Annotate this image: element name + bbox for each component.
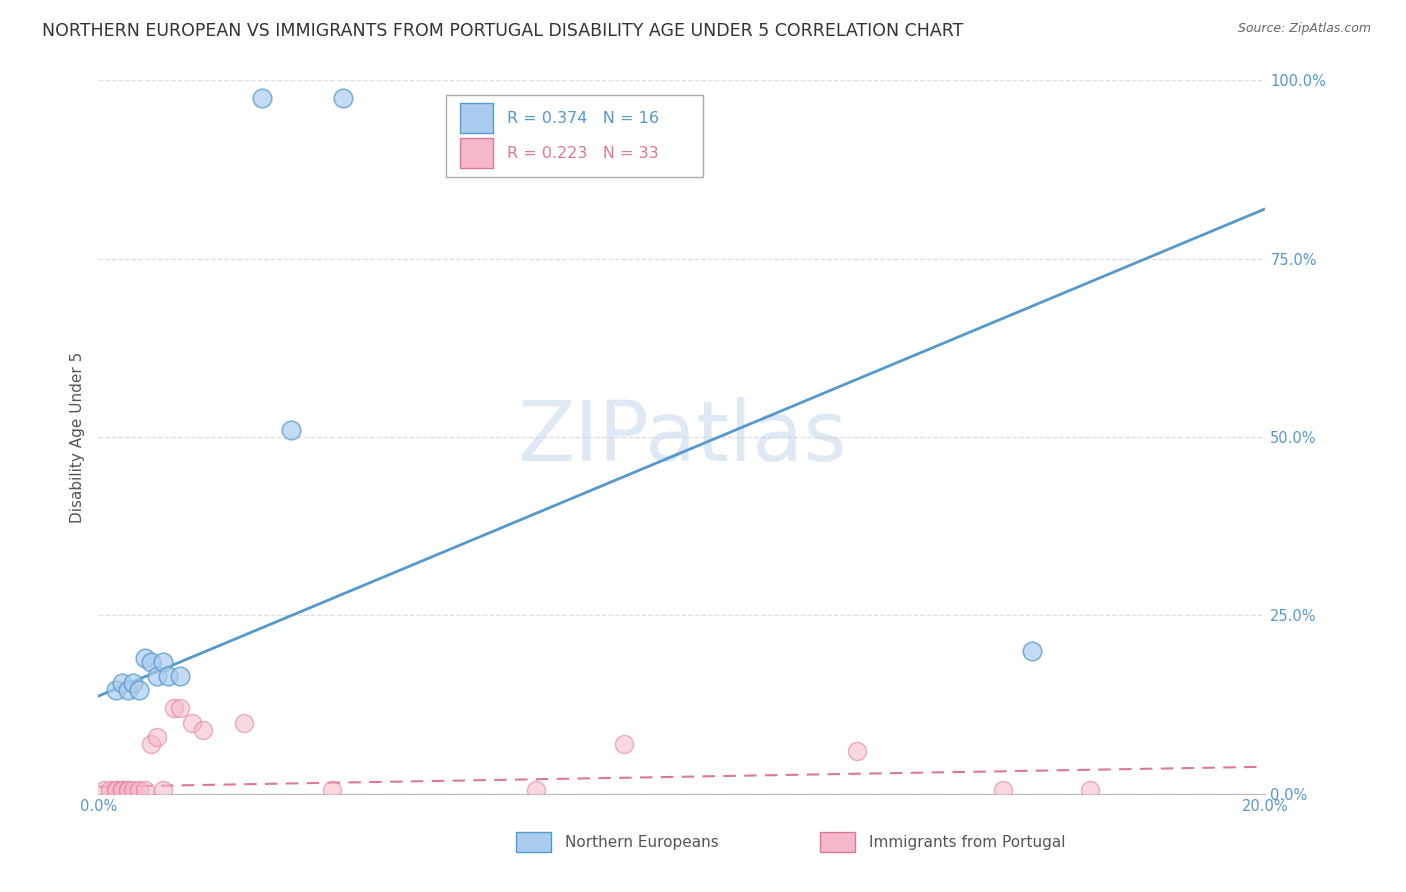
Bar	[516, 832, 551, 853]
Point	[122, 676, 145, 690]
Text: Immigrants from Portugal: Immigrants from Portugal	[869, 835, 1066, 850]
Point	[104, 683, 127, 698]
Point	[93, 783, 115, 797]
Y-axis label: Disability Age Under 5: Disability Age Under 5	[69, 351, 84, 523]
Point	[163, 701, 186, 715]
Bar	[460, 103, 494, 133]
Point	[146, 669, 169, 683]
Point	[991, 783, 1014, 797]
Point	[122, 783, 145, 797]
Point	[128, 783, 150, 797]
Bar	[820, 832, 855, 853]
Point	[134, 651, 156, 665]
Point	[169, 669, 191, 683]
Point	[321, 783, 343, 797]
Point	[117, 683, 139, 698]
Point	[332, 91, 354, 105]
Point	[117, 783, 139, 797]
Point	[157, 669, 180, 683]
Point	[139, 737, 162, 751]
Point	[180, 715, 202, 730]
Point	[524, 783, 547, 797]
Point	[1080, 783, 1102, 797]
Point	[846, 744, 869, 758]
Text: NORTHERN EUROPEAN VS IMMIGRANTS FROM PORTUGAL DISABILITY AGE UNDER 5 CORRELATION: NORTHERN EUROPEAN VS IMMIGRANTS FROM POR…	[42, 22, 963, 40]
Point	[128, 683, 150, 698]
Point	[117, 783, 139, 797]
Point	[250, 91, 273, 105]
FancyBboxPatch shape	[446, 95, 703, 177]
Point	[111, 783, 134, 797]
Point	[104, 783, 127, 797]
Point	[111, 676, 134, 690]
Text: ZIPatlas: ZIPatlas	[517, 397, 846, 477]
Text: R = 0.223   N = 33: R = 0.223 N = 33	[508, 145, 658, 161]
Text: Source: ZipAtlas.com: Source: ZipAtlas.com	[1237, 22, 1371, 36]
Point	[169, 701, 191, 715]
Point	[104, 783, 127, 797]
Point	[612, 737, 634, 751]
Point	[152, 655, 174, 669]
Point	[139, 655, 162, 669]
Text: Northern Europeans: Northern Europeans	[565, 835, 718, 850]
Point	[98, 783, 121, 797]
Point	[233, 715, 256, 730]
Point	[134, 783, 156, 797]
Text: R = 0.374   N = 16: R = 0.374 N = 16	[508, 111, 659, 126]
Bar	[460, 138, 494, 168]
Point	[146, 730, 169, 744]
Point	[1021, 644, 1043, 658]
Point	[111, 783, 134, 797]
Point	[193, 723, 215, 737]
Point	[280, 423, 302, 437]
Point	[152, 783, 174, 797]
